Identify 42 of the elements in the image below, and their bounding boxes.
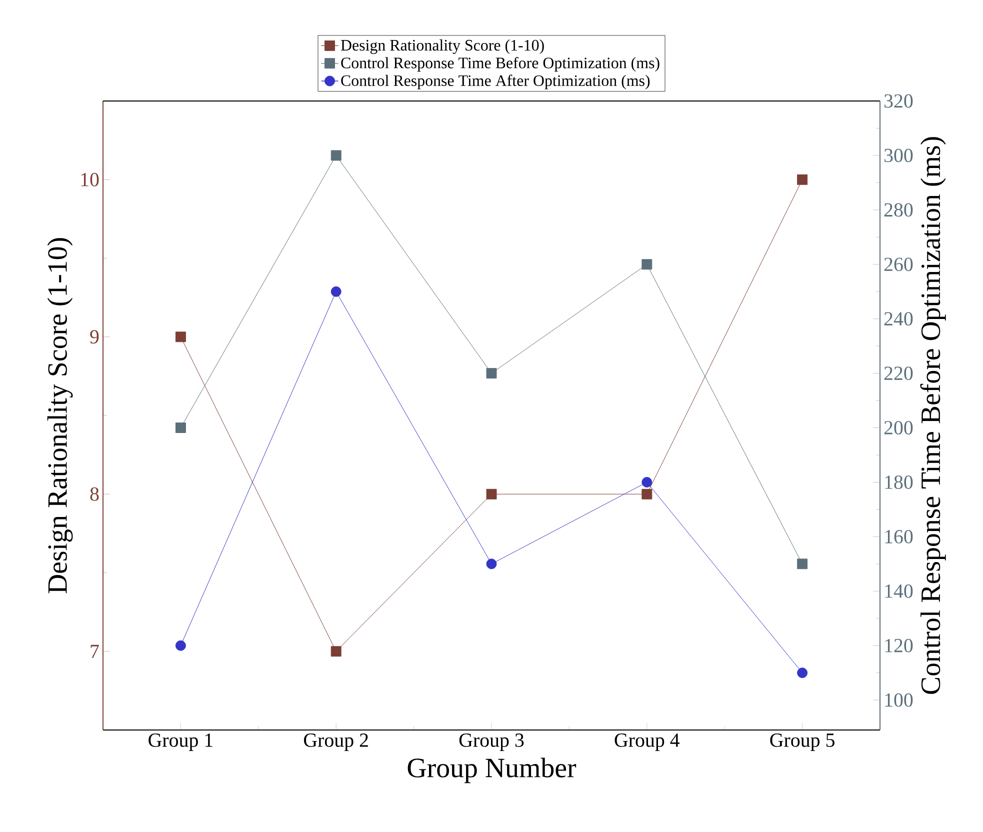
point	[486, 558, 497, 570]
point	[642, 476, 652, 488]
point	[330, 286, 342, 297]
y2-tick-label: 240	[884, 312, 913, 326]
y2-tick-label: 160	[885, 530, 913, 544]
y2-tick-label: 140	[885, 584, 913, 598]
point	[330, 150, 342, 161]
x-tick-label: Group 5	[770, 734, 834, 751]
y-tick-label: 9	[90, 330, 99, 344]
legend-label: Control Response Time Before Optimization (ms)	[341, 56, 660, 72]
point	[175, 640, 186, 651]
point	[797, 174, 808, 185]
point	[175, 422, 186, 433]
legend-label: Design Rationality Score (1-10)	[340, 39, 544, 54]
legend-label: Control Response Time After Optimization (ms)	[341, 74, 650, 90]
point	[175, 332, 186, 342]
point	[486, 368, 497, 379]
y2-tick-label: 320	[884, 94, 913, 108]
y2-tick-label: 260	[884, 258, 913, 272]
y-tick-label: 8	[90, 487, 99, 501]
y2-tick-label: 180	[885, 475, 913, 489]
y-axis-title: Design Rationality Score (1-10)	[47, 238, 73, 594]
x-axis-title: Group Number	[408, 758, 576, 784]
y-tick-label: 10	[81, 172, 99, 186]
point	[797, 558, 808, 570]
y2-tick-label: 220	[884, 366, 913, 380]
y-tick-label: 7	[90, 644, 99, 658]
y2-tick-label: 300	[884, 148, 913, 162]
point	[642, 488, 652, 500]
y2-tick-label: 100	[885, 693, 913, 707]
x-tick-label: Group 1	[148, 734, 212, 751]
point	[642, 259, 652, 270]
x-tick-label: Group 4	[614, 734, 680, 751]
point	[797, 668, 808, 678]
y2-tick-label: 120	[885, 638, 913, 652]
y2-tick-label: 200	[884, 421, 913, 434]
y2-axis-title: Control Response Time Before Optimization (ms)	[920, 137, 946, 694]
point	[486, 488, 497, 500]
y2-tick-label: 280	[884, 203, 913, 217]
x-tick-label: Group 2	[304, 734, 368, 751]
point	[330, 646, 342, 657]
x-tick-label: Group 3	[459, 734, 524, 751]
